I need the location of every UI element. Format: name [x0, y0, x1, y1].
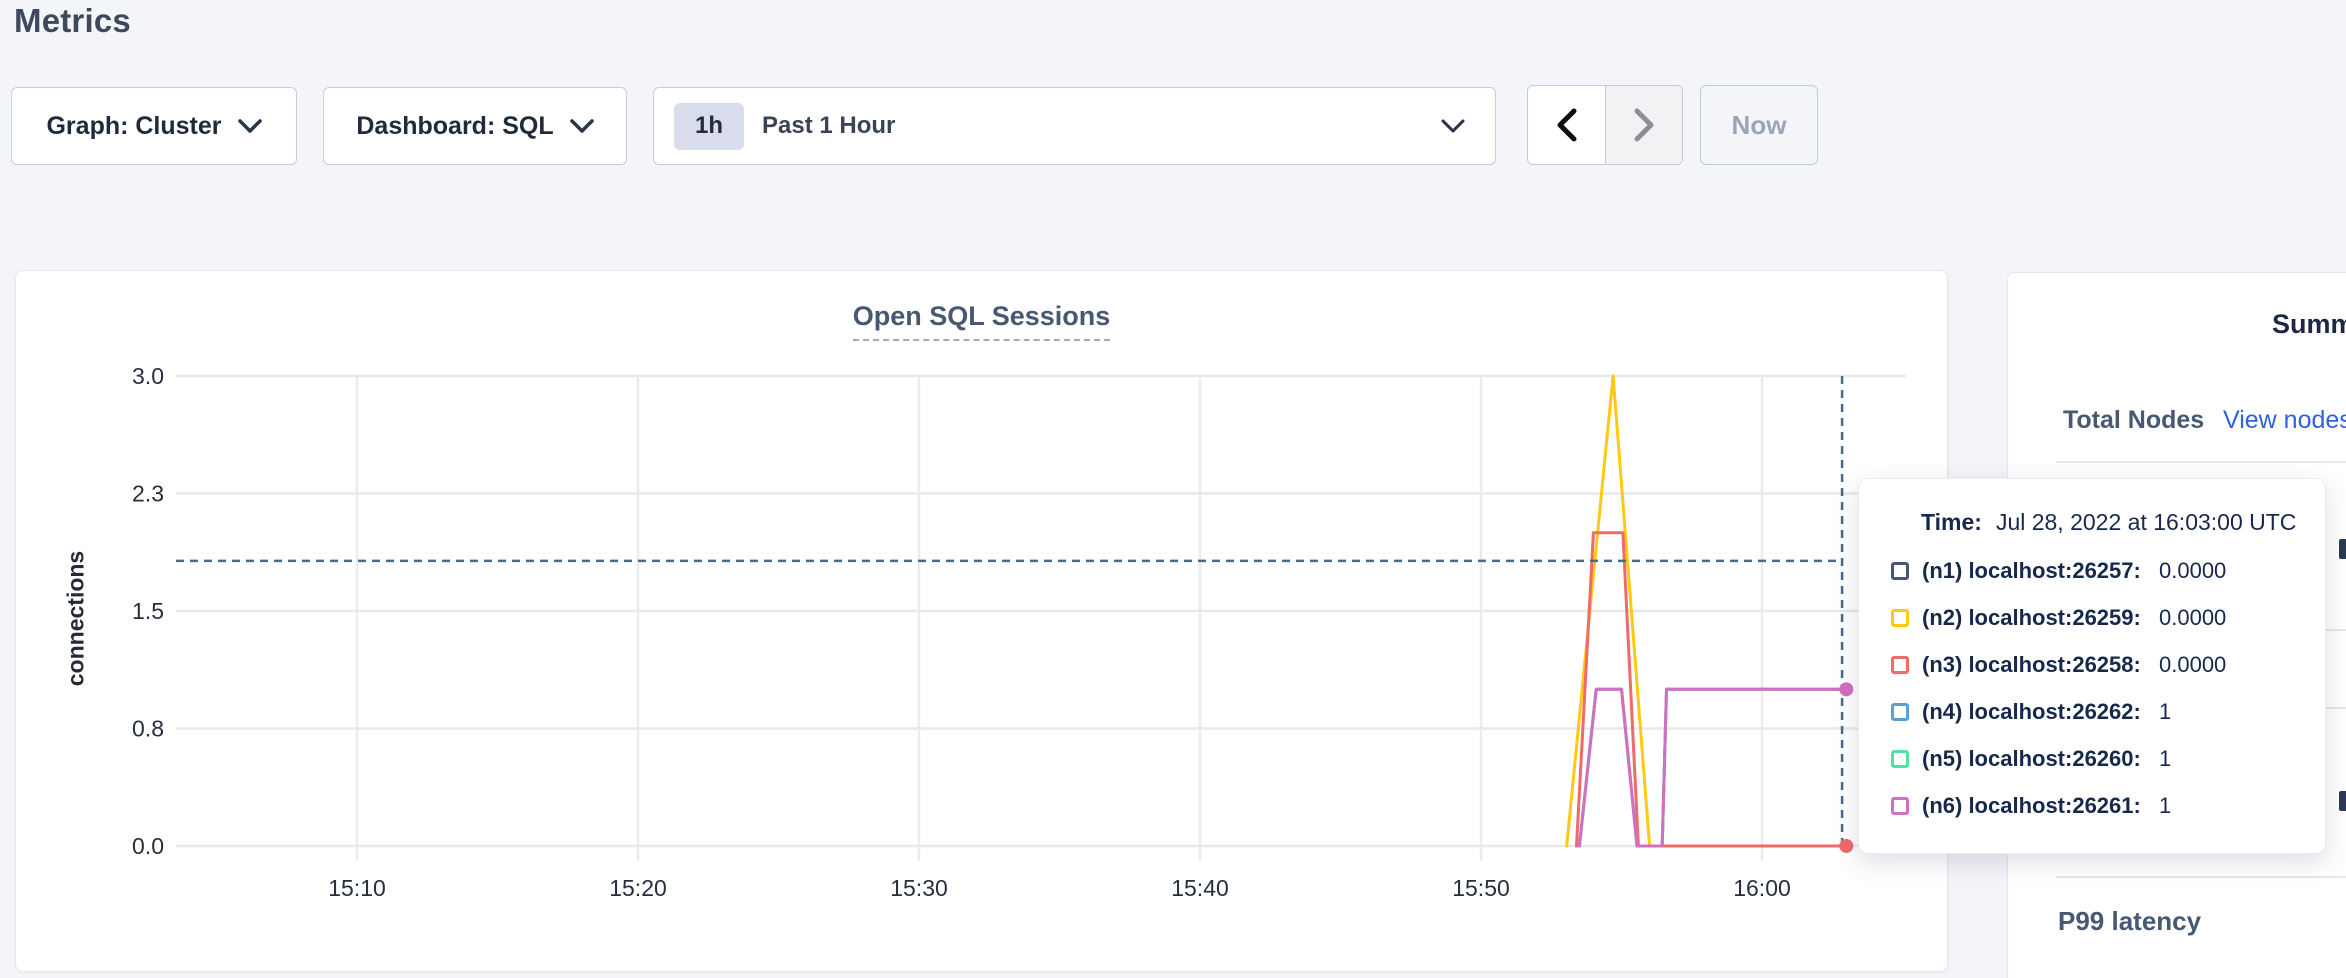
x-tick-label: 15:30: [890, 875, 948, 901]
graph-dropdown-label: Graph: Cluster: [46, 111, 222, 140]
chevron-down-icon: [237, 118, 262, 133]
series-label: (n1) localhost:26257:: [1922, 557, 2141, 583]
x-tick-label: 15:20: [609, 875, 667, 901]
series-label: (n4) localhost:26262:: [1922, 698, 2141, 724]
series-line: [1577, 687, 1848, 848]
series-swatch-icon: [1891, 702, 1909, 721]
time-range-label: Past 1 Hour: [762, 112, 896, 139]
y-tick-label: 2.3: [132, 481, 164, 507]
series-line: [1577, 687, 1848, 848]
series-swatch-icon: [1891, 796, 1909, 815]
tooltip-series-row: (n3) localhost:26258: 0.0000: [1891, 641, 2305, 688]
series-swatch-icon: [1891, 655, 1909, 674]
tooltip-series-row: (n1) localhost:26257: 0.0000: [1891, 547, 2305, 594]
series-label: (n3) localhost:26258:: [1922, 651, 2141, 677]
y-tick-label: 3.0: [132, 363, 164, 389]
series-label: (n2) localhost:26259:: [1922, 604, 2141, 630]
y-tick-label: 0.8: [132, 716, 164, 742]
view-nodes-link[interactable]: View nodes: [2223, 406, 2346, 434]
clipped-text-fragment: [2339, 791, 2346, 811]
chevron-down-icon: [1441, 119, 1465, 132]
series-line: [1577, 687, 1848, 848]
chevron-right-icon: [1634, 108, 1654, 142]
step-forward-button[interactable]: [1605, 86, 1682, 164]
tooltip-series-row: (n5) localhost:26260: 1: [1891, 735, 2305, 782]
time-range-selector[interactable]: 1h Past 1 Hour: [653, 87, 1496, 165]
tooltip-series-row: (n6) localhost:26261: 1: [1891, 782, 2305, 829]
y-tick-label: 1.5: [132, 598, 164, 624]
series-swatch-icon: [1891, 608, 1909, 627]
divider: [2056, 876, 2346, 878]
tooltip-time-row: Time: Jul 28, 2022 at 16:03:00 UTC: [1921, 509, 2296, 536]
series-value: 1: [2159, 792, 2172, 818]
series-label: (n5) localhost:26260:: [1922, 745, 2141, 771]
total-nodes-label: Total Nodes: [2063, 406, 2205, 434]
step-back-button[interactable]: [1528, 86, 1605, 164]
time-range-badge: 1h: [674, 102, 744, 150]
y-tick-label: 0.0: [132, 833, 164, 859]
summary-title: Summary: [2272, 309, 2346, 339]
series-value: 1: [2159, 745, 2172, 771]
sessions-line-chart[interactable]: 15:10 15:20 15:30 15:40 15:50 16:00 3.0 2.3 1.5 0…: [16, 271, 1949, 973]
tooltip-series-list: (n1) localhost:26257: 0.0000 (n2) localhos…: [1891, 547, 2305, 829]
dashboard-dropdown-label: Dashboard: SQL: [356, 111, 554, 140]
crosshair-dot: [1839, 682, 1854, 697]
series-value: 1: [2159, 698, 2172, 724]
x-tick-label: 15:10: [328, 875, 386, 901]
series-value: 0.0000: [2159, 557, 2227, 583]
graph-dropdown[interactable]: Graph: Cluster: [11, 87, 297, 165]
now-button[interactable]: Now: [1700, 85, 1818, 165]
divider: [2056, 461, 2346, 463]
series-swatch-icon: [1891, 561, 1909, 580]
chart-title[interactable]: Open SQL Sessions: [852, 301, 1111, 341]
series-line: [1575, 531, 1848, 848]
crosshair-dot: [1839, 839, 1854, 853]
open-sql-sessions-chart-card: Open SQL Sessions connections 15:10 15:20…: [15, 270, 1948, 972]
series-value: 0.0000: [2159, 604, 2227, 630]
tooltip-time-value: Jul 28, 2022 at 16:03:00 UTC: [1995, 509, 2297, 535]
chevron-down-icon: [569, 118, 594, 133]
clipped-text-fragment: [2339, 539, 2346, 559]
x-tick-label: 15:50: [1452, 875, 1510, 901]
series-label: (n6) localhost:26261:: [1922, 792, 2141, 818]
page-title: Metrics: [14, 2, 131, 39]
chart-tooltip: Time: Jul 28, 2022 at 16:03:00 UTC (n1) l…: [1858, 478, 2326, 854]
series-swatch-icon: [1891, 749, 1909, 768]
chart-title-wrap: Open SQL Sessions: [16, 301, 1947, 341]
chevron-left-icon: [1557, 108, 1576, 142]
p99-latency-label: P99 latency: [2058, 906, 2202, 936]
time-step-buttons: [1527, 85, 1683, 165]
x-tick-label: 15:40: [1171, 875, 1229, 901]
x-tick-label: 16:00: [1733, 875, 1791, 901]
tooltip-time-label: Time:: [1921, 509, 1982, 535]
series-value: 0.0000: [2159, 651, 2227, 677]
tooltip-series-row: (n4) localhost:26262: 1: [1891, 688, 2305, 735]
dashboard-dropdown[interactable]: Dashboard: SQL: [323, 87, 627, 165]
tooltip-series-row: (n2) localhost:26259: 0.0000: [1891, 594, 2305, 641]
